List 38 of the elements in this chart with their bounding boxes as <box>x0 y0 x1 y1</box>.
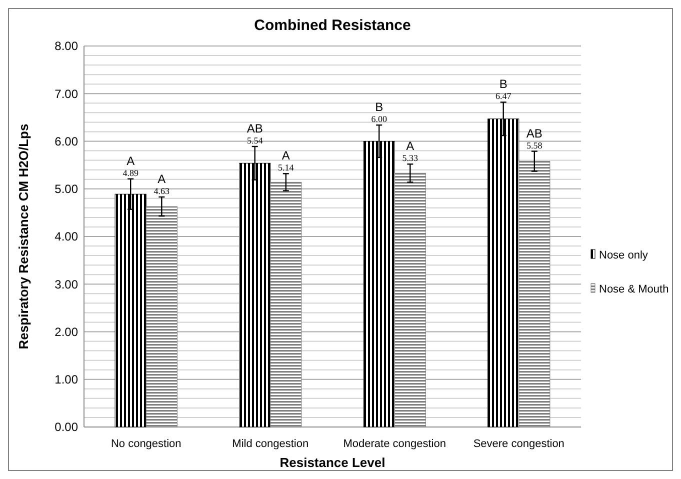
y-tick-label: 8.00 <box>54 39 78 54</box>
bar <box>394 172 426 428</box>
legend-label: Nose & Mouth <box>599 283 669 296</box>
data-label: 4.63 <box>154 186 170 196</box>
y-tick-label: 6.00 <box>54 134 78 148</box>
bar <box>518 161 550 428</box>
y-tick-label: 7.00 <box>54 86 78 101</box>
annotation: A <box>282 148 290 163</box>
bar <box>146 206 178 428</box>
y-tick-label: 0.00 <box>54 420 78 434</box>
y-tick-label: 2.00 <box>54 324 78 339</box>
y-tick-label: 5.00 <box>54 182 78 196</box>
data-label: 5.33 <box>402 153 419 164</box>
y-tick-label: 1.00 <box>54 372 78 387</box>
x-tick-label: No congestion <box>110 438 182 450</box>
y-tick-label: 4.00 <box>54 230 78 244</box>
y-axis-title: Respiratory Resistance CM H2O/Lps <box>16 124 31 350</box>
legend-label: Nose only <box>599 249 648 262</box>
data-label: 4.89 <box>122 168 139 178</box>
annotation: A <box>406 139 414 154</box>
y-tick-label: 3.00 <box>54 277 78 292</box>
annotation: A <box>158 172 166 186</box>
data-label: 6.00 <box>371 114 388 124</box>
data-label: 5.54 <box>246 135 264 146</box>
annotation: B <box>375 100 384 114</box>
annotation: A <box>126 154 135 168</box>
data-label: 5.58 <box>526 140 543 150</box>
annotation: AB <box>526 126 542 140</box>
annotation: B <box>499 77 508 92</box>
x-tick-label: Moderate congestion <box>343 438 446 450</box>
data-label: 5.14 <box>278 162 294 173</box>
x-axis-title: Resistance Level <box>280 455 386 470</box>
bar <box>270 182 302 428</box>
x-tick-label: Mild congestion <box>232 438 309 450</box>
chart-title: Combined Resistance <box>254 17 411 34</box>
data-label: 6.47 <box>495 91 512 102</box>
annotation: AB <box>246 121 263 136</box>
x-tick-label: Severe congestion <box>473 438 564 450</box>
